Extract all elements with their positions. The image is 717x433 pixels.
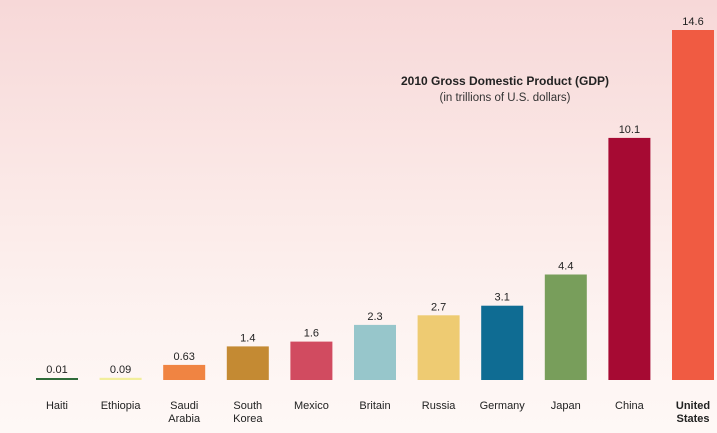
bar-6 bbox=[417, 315, 460, 380]
bar-0 bbox=[36, 378, 78, 380]
category-label-2-0: Saudi bbox=[170, 400, 198, 412]
value-label-1: 0.09 bbox=[110, 364, 131, 376]
bar-4 bbox=[290, 341, 333, 380]
value-label-6: 2.7 bbox=[431, 301, 446, 313]
category-label-0-0: Haiti bbox=[46, 400, 68, 412]
value-label-4: 1.6 bbox=[304, 328, 319, 340]
category-label-3-0: South bbox=[233, 400, 262, 412]
value-label-9: 10.1 bbox=[619, 124, 640, 136]
category-label-5-0: Britain bbox=[359, 400, 390, 412]
value-label-0: 0.01 bbox=[46, 364, 67, 376]
category-label-10-0: United bbox=[676, 400, 710, 412]
value-label-8: 4.4 bbox=[558, 261, 573, 273]
chart-subtitle: (in trillions of U.S. dollars) bbox=[439, 92, 570, 104]
bar-7 bbox=[481, 305, 524, 380]
bar-2 bbox=[163, 364, 206, 380]
bar-10 bbox=[672, 30, 714, 380]
value-labels-group: 0.01 0.09 0.63 1.4 1.6 2.3 2.7 3.1 4.4 10.1 14.6 bbox=[46, 16, 703, 376]
category-label-9-0: China bbox=[615, 400, 645, 412]
bar-3 bbox=[226, 346, 269, 380]
bar-5 bbox=[354, 324, 396, 380]
bar-8 bbox=[544, 274, 587, 380]
value-label-7: 3.1 bbox=[495, 292, 510, 304]
bar-9 bbox=[608, 137, 651, 380]
bars-group bbox=[36, 30, 714, 380]
category-label-8-0: Japan bbox=[551, 400, 581, 412]
value-label-3: 1.4 bbox=[240, 332, 255, 344]
category-label-2-1: Arabia bbox=[168, 413, 201, 425]
category-label-4-0: Mexico bbox=[294, 400, 329, 412]
value-label-10: 14.6 bbox=[682, 16, 703, 28]
category-label-6-0: Russia bbox=[422, 400, 457, 412]
value-label-5: 2.3 bbox=[367, 311, 382, 323]
category-label-3-1: Korea bbox=[233, 413, 263, 425]
category-label-1-0: Ethiopia bbox=[101, 400, 142, 412]
bar-1 bbox=[99, 377, 142, 380]
chart-title: 2010 Gross Domestic Product (GDP) bbox=[401, 74, 609, 88]
category-label-7-0: Germany bbox=[480, 400, 526, 412]
value-label-2: 0.63 bbox=[173, 351, 194, 363]
category-label-10-1: States bbox=[676, 413, 709, 425]
